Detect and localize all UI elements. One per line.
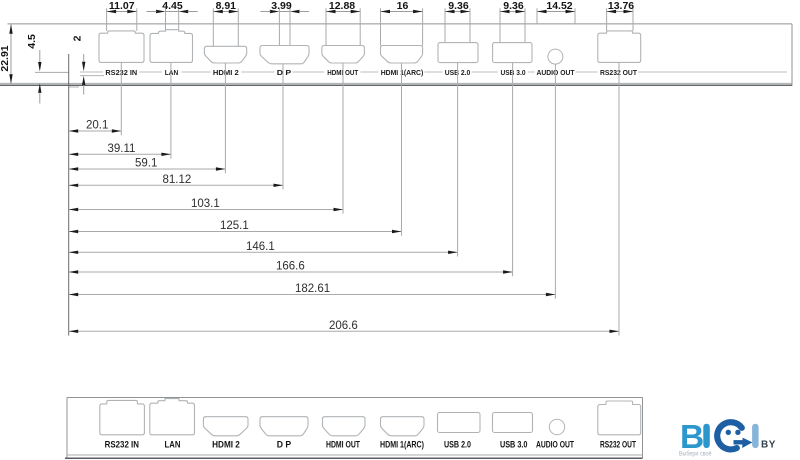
svg-text:14.52: 14.52 bbox=[546, 0, 572, 12]
svg-text:4.5: 4.5 bbox=[26, 34, 38, 49]
svg-text:D P: D P bbox=[277, 68, 291, 77]
svg-text:LAN: LAN bbox=[165, 440, 181, 451]
svg-text:BY: BY bbox=[761, 439, 776, 450]
svg-text:9.36: 9.36 bbox=[503, 0, 524, 12]
svg-text:22.91: 22.91 bbox=[0, 45, 11, 71]
svg-text:8.91: 8.91 bbox=[216, 0, 237, 12]
svg-text:3.99: 3.99 bbox=[271, 0, 292, 12]
svg-text:146.1: 146.1 bbox=[246, 241, 275, 253]
svg-text:81.12: 81.12 bbox=[163, 174, 192, 186]
svg-text:59.1: 59.1 bbox=[135, 158, 157, 170]
svg-text:12.88: 12.88 bbox=[329, 0, 355, 12]
svg-text:125.1: 125.1 bbox=[220, 220, 249, 232]
svg-text:AUDIO OUT: AUDIO OUT bbox=[536, 440, 574, 451]
svg-text:182.61: 182.61 bbox=[295, 283, 330, 295]
svg-text:RS232 OUT: RS232 OUT bbox=[600, 440, 636, 451]
svg-text:16: 16 bbox=[397, 0, 409, 12]
svg-text:39.11: 39.11 bbox=[108, 143, 136, 155]
svg-text:11.07: 11.07 bbox=[109, 0, 135, 12]
svg-text:4.45: 4.45 bbox=[162, 0, 183, 12]
svg-text:B: B bbox=[680, 419, 704, 456]
svg-text:HDMI OUT: HDMI OUT bbox=[326, 440, 360, 451]
svg-text:USB 2.0: USB 2.0 bbox=[444, 440, 471, 451]
svg-text:20.1: 20.1 bbox=[86, 120, 108, 132]
svg-text:13.76: 13.76 bbox=[608, 0, 634, 12]
svg-text:2: 2 bbox=[72, 35, 84, 41]
svg-text:HDMI 2: HDMI 2 bbox=[212, 440, 240, 451]
svg-text:RS232 IN: RS232 IN bbox=[105, 440, 140, 451]
svg-text:HDMI 1(ARC): HDMI 1(ARC) bbox=[381, 68, 424, 77]
svg-text:206.6: 206.6 bbox=[329, 320, 358, 332]
svg-text:USB 3.0: USB 3.0 bbox=[500, 440, 528, 451]
svg-text:166.6: 166.6 bbox=[276, 261, 305, 273]
svg-text:HDMI 1(ARC): HDMI 1(ARC) bbox=[380, 440, 424, 451]
svg-text:Выбери своё: Выбери своё bbox=[679, 450, 712, 458]
svg-text:LAN: LAN bbox=[165, 68, 179, 77]
svg-text:D P: D P bbox=[277, 440, 292, 451]
svg-text:9.36: 9.36 bbox=[448, 0, 469, 12]
svg-text:103.1: 103.1 bbox=[191, 198, 220, 210]
